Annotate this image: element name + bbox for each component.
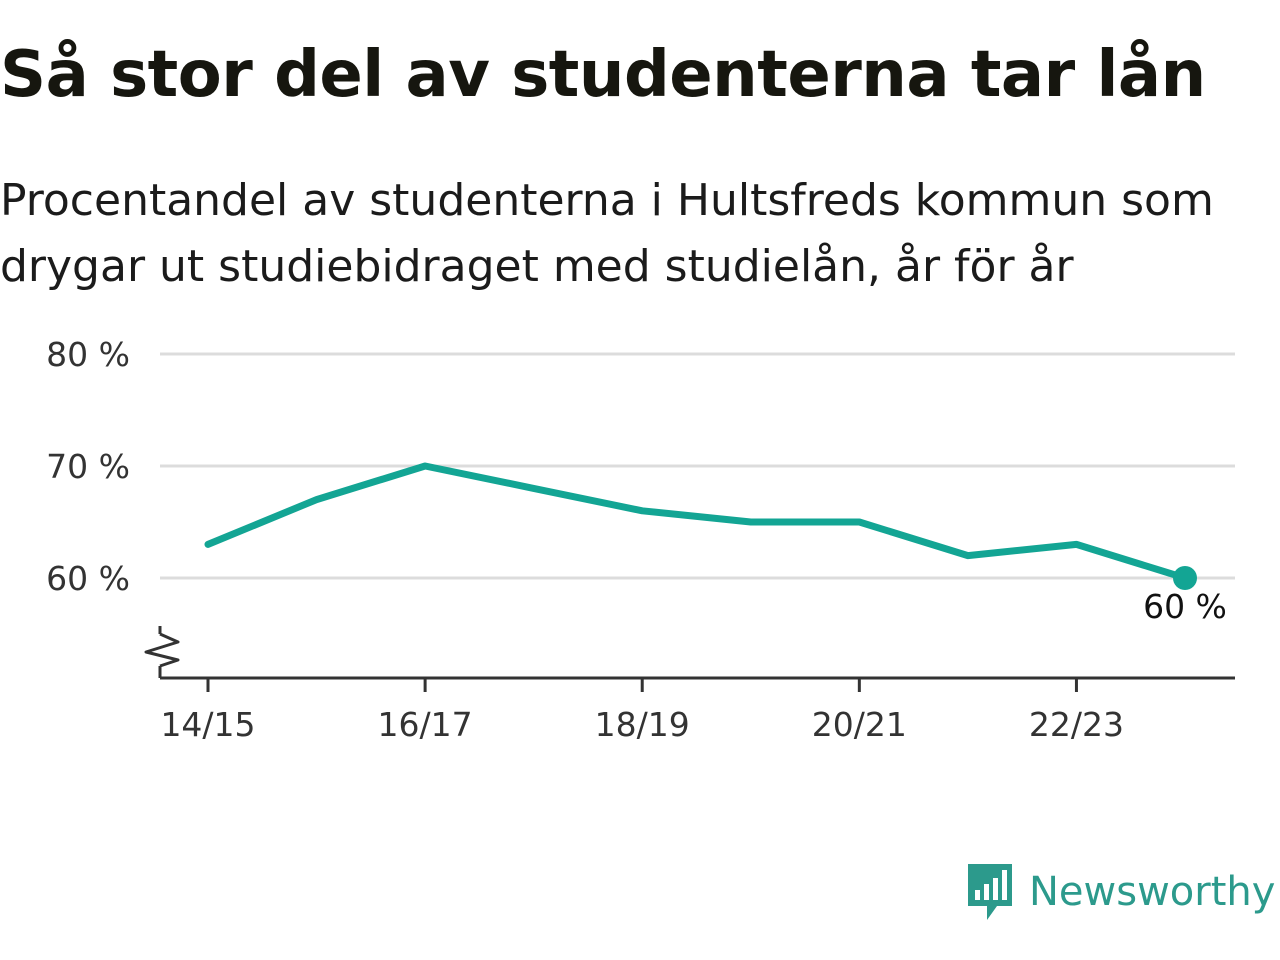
series-line bbox=[204, 462, 1189, 582]
gridlines bbox=[160, 352, 1235, 580]
bar-chart-speech-bubble-icon bbox=[968, 864, 1012, 920]
brand-name: Newsworthy bbox=[1029, 869, 1276, 915]
x-tick-label: 14/15 bbox=[160, 705, 255, 744]
y-tick-label: 60 % bbox=[46, 559, 130, 598]
series-layer: 60 % bbox=[204, 462, 1227, 626]
brand-logo: Newsworthy bbox=[965, 862, 1275, 922]
x-tick-label: 20/21 bbox=[812, 705, 907, 744]
chart-title: Så stor del av studenterna tar lån bbox=[0, 38, 1206, 112]
y-tick-label: 70 % bbox=[46, 447, 130, 486]
chart-subtitle: Procentandel av studenterna i Hultsfreds… bbox=[0, 175, 1214, 292]
x-tick-label: 18/19 bbox=[595, 705, 690, 744]
end-point-marker bbox=[1173, 566, 1197, 590]
axis-break-symbol bbox=[144, 632, 180, 668]
y-tick-label: 80 % bbox=[46, 335, 130, 374]
x-tick-label: 16/17 bbox=[378, 705, 473, 744]
y-axis-ticks: 60 % 70 % 80 % bbox=[46, 335, 130, 598]
x-tick-label: 22/23 bbox=[1029, 705, 1124, 744]
end-value-label: 60 % bbox=[1143, 587, 1227, 626]
x-axis: 14/15 16/17 18/19 20/21 22/23 bbox=[144, 626, 1235, 744]
